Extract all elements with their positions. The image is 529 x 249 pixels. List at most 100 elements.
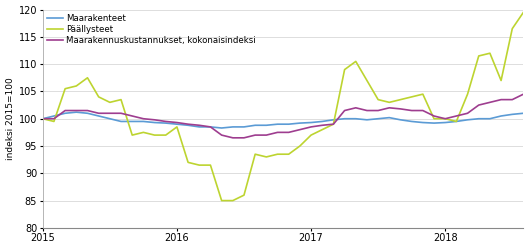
Maarakennuskustannukset, kokonaisindeksi (431, 115, 437, 118)
Y-axis label: indeksi 2015=100: indeksi 2015=100 (6, 77, 15, 160)
Maarakenteet (375, 117, 381, 120)
Päällysteet (174, 125, 180, 128)
Maarakenteet (140, 120, 147, 123)
Maarakenteet (275, 123, 281, 126)
Maarakenteet (286, 123, 292, 126)
Maarakenteet (174, 123, 180, 126)
Maarakennuskustannukset, kokonaisindeksi (453, 115, 460, 118)
Maarakennuskustannukset, kokonaisindeksi (386, 106, 393, 109)
Maarakennuskustannukset, kokonaisindeksi (40, 117, 46, 120)
Maarakennuskustannukset, kokonaisindeksi (174, 121, 180, 124)
Maarakennuskustannukset, kokonaisindeksi (140, 117, 147, 120)
Maarakenteet (207, 125, 214, 128)
Päällysteet (185, 161, 191, 164)
Päällysteet (476, 55, 482, 58)
Maarakenteet (129, 120, 135, 123)
Legend: Maarakenteet, Päällysteet, Maarakennuskustannukset, kokonaisindeksi: Maarakenteet, Päällysteet, Maarakennusku… (45, 12, 258, 47)
Maarakenteet (341, 117, 348, 120)
Päällysteet (419, 93, 426, 96)
Maarakenteet (185, 124, 191, 127)
Maarakenteet (509, 113, 515, 116)
Päällysteet (330, 123, 336, 126)
Maarakenteet (520, 112, 526, 115)
Maarakenteet (241, 125, 247, 128)
Maarakennuskustannukset, kokonaisindeksi (62, 109, 68, 112)
Maarakennuskustannukset, kokonaisindeksi (118, 112, 124, 115)
Maarakennuskustannukset, kokonaisindeksi (275, 131, 281, 134)
Päällysteet (162, 134, 169, 137)
Maarakennuskustannukset, kokonaisindeksi (162, 120, 169, 123)
Maarakenteet (408, 120, 415, 123)
Maarakenteet (218, 126, 225, 129)
Päällysteet (73, 84, 79, 87)
Päällysteet (464, 93, 471, 96)
Maarakenteet (196, 125, 203, 128)
Maarakenteet (431, 122, 437, 124)
Maarakenteet (487, 117, 493, 120)
Maarakennuskustannukset, kokonaisindeksi (96, 112, 102, 115)
Maarakennuskustannukset, kokonaisindeksi (464, 112, 471, 115)
Maarakennuskustannukset, kokonaisindeksi (319, 124, 325, 127)
Päällysteet (196, 164, 203, 167)
Päällysteet (319, 128, 325, 131)
Päällysteet (520, 11, 526, 14)
Maarakennuskustannukset, kokonaisindeksi (408, 109, 415, 112)
Maarakennuskustannukset, kokonaisindeksi (520, 93, 526, 96)
Maarakenteet (40, 117, 46, 120)
Maarakennuskustannukset, kokonaisindeksi (375, 109, 381, 112)
Maarakenteet (84, 112, 90, 115)
Päällysteet (498, 79, 504, 82)
Päällysteet (151, 134, 158, 137)
Päällysteet (509, 27, 515, 30)
Päällysteet (286, 153, 292, 156)
Maarakenteet (476, 117, 482, 120)
Line: Maarakenteet: Maarakenteet (43, 112, 523, 128)
Maarakennuskustannukset, kokonaisindeksi (129, 115, 135, 118)
Maarakenteet (118, 120, 124, 123)
Maarakennuskustannukset, kokonaisindeksi (476, 104, 482, 107)
Päällysteet (431, 117, 437, 120)
Maarakennuskustannukset, kokonaisindeksi (487, 101, 493, 104)
Päällysteet (408, 95, 415, 98)
Päällysteet (96, 95, 102, 98)
Päällysteet (397, 98, 404, 101)
Maarakenteet (151, 121, 158, 124)
Maarakennuskustannukset, kokonaisindeksi (84, 109, 90, 112)
Maarakenteet (442, 121, 449, 124)
Maarakenteet (353, 117, 359, 120)
Päällysteet (40, 117, 46, 120)
Maarakenteet (162, 122, 169, 124)
Maarakenteet (107, 117, 113, 120)
Päällysteet (118, 98, 124, 101)
Päällysteet (84, 76, 90, 79)
Maarakenteet (319, 120, 325, 123)
Maarakenteet (498, 115, 504, 118)
Maarakennuskustannukset, kokonaisindeksi (252, 134, 258, 137)
Line: Maarakennuskustannukset, kokonaisindeksi: Maarakennuskustannukset, kokonaisindeksi (43, 94, 523, 138)
Maarakenteet (263, 124, 269, 127)
Päällysteet (386, 101, 393, 104)
Maarakennuskustannukset, kokonaisindeksi (207, 125, 214, 128)
Maarakenteet (419, 121, 426, 124)
Maarakennuskustannukset, kokonaisindeksi (442, 117, 449, 120)
Päällysteet (308, 134, 314, 137)
Maarakennuskustannukset, kokonaisindeksi (107, 112, 113, 115)
Maarakenteet (96, 115, 102, 118)
Päällysteet (364, 79, 370, 82)
Maarakennuskustannukset, kokonaisindeksi (263, 134, 269, 137)
Maarakennuskustannukset, kokonaisindeksi (218, 134, 225, 137)
Maarakennuskustannukset, kokonaisindeksi (196, 124, 203, 127)
Maarakennuskustannukset, kokonaisindeksi (151, 118, 158, 121)
Päällysteet (207, 164, 214, 167)
Maarakennuskustannukset, kokonaisindeksi (308, 125, 314, 128)
Päällysteet (275, 153, 281, 156)
Maarakennuskustannukset, kokonaisindeksi (330, 123, 336, 126)
Maarakenteet (397, 118, 404, 121)
Maarakenteet (297, 122, 303, 124)
Maarakenteet (364, 118, 370, 121)
Maarakenteet (386, 116, 393, 119)
Maarakennuskustannukset, kokonaisindeksi (51, 117, 57, 120)
Päällysteet (140, 131, 147, 134)
Maarakenteet (73, 111, 79, 114)
Maarakennuskustannukset, kokonaisindeksi (509, 98, 515, 101)
